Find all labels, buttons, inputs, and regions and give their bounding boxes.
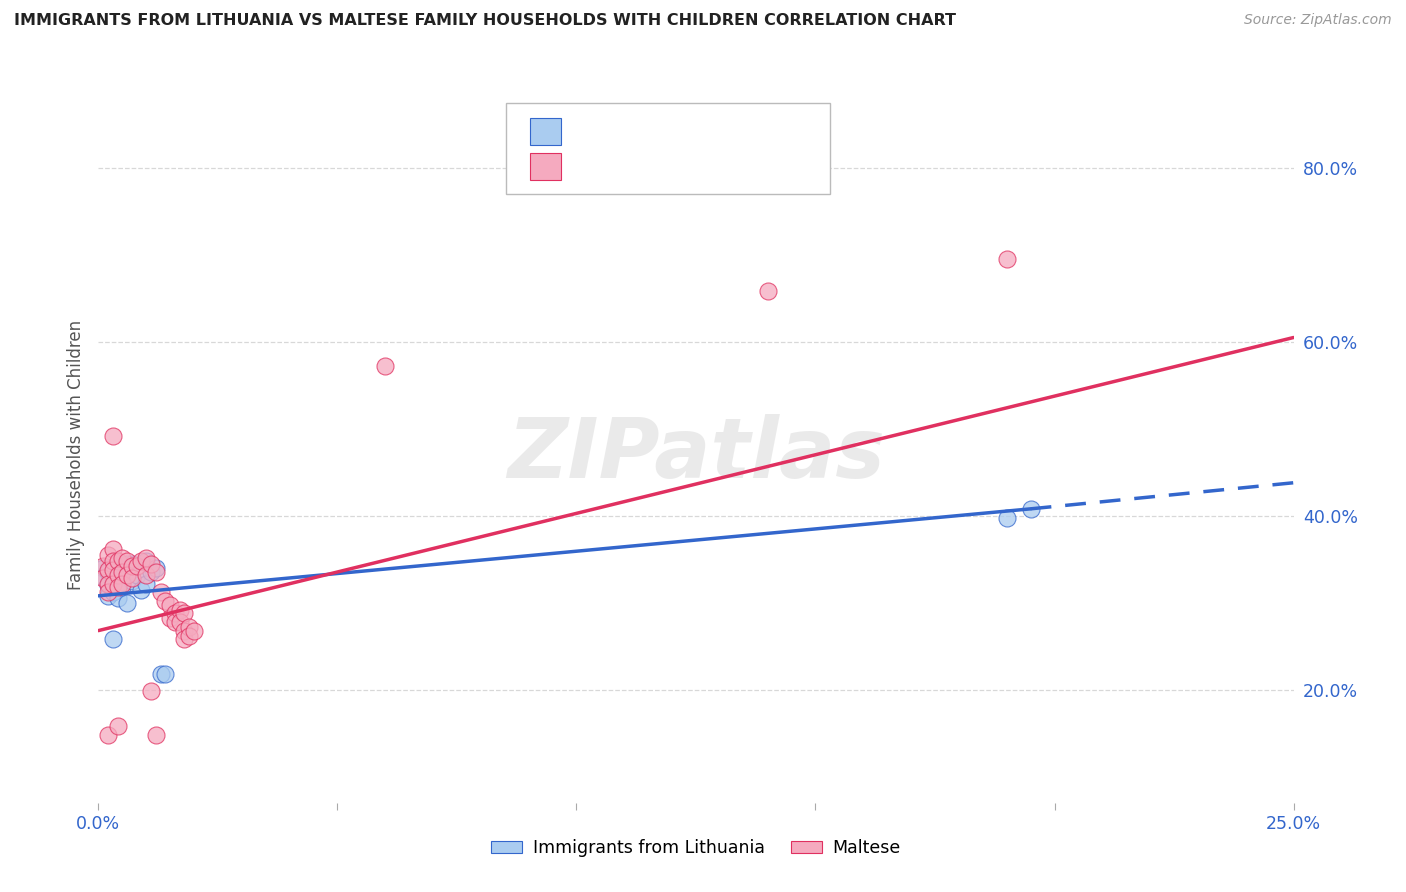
Point [131,582,153,597]
Point [135,576,157,591]
Point [149,585,172,599]
Text: R =: R = [575,157,616,176]
Point [169,615,191,629]
Point [159,598,181,612]
Point [173,624,195,638]
Point [97,585,120,599]
Point [115,568,138,582]
Point [183,624,205,638]
Point [111,580,134,594]
Point [111,566,134,580]
Text: 0.555: 0.555 [614,157,668,176]
Point [145,561,167,575]
Point [179,620,201,634]
Point [91,571,114,585]
Point [111,566,134,580]
Point [121,559,143,574]
Point [1019,501,1042,516]
Point [179,629,201,643]
Point [101,632,124,647]
Text: N =: N = [659,122,713,141]
Point [111,576,134,591]
Point [125,568,148,582]
Point [101,541,124,556]
Point [155,594,177,608]
Point [159,611,181,625]
Point [101,563,124,577]
Point [121,557,143,571]
Point [101,554,124,568]
Text: IMMIGRANTS FROM LITHUANIA VS MALTESE FAMILY HOUSEHOLDS WITH CHILDREN CORRELATION: IMMIGRANTS FROM LITHUANIA VS MALTESE FAM… [14,13,956,29]
Text: 48: 48 [706,157,730,176]
Point [101,563,124,577]
Point [107,559,129,574]
Point [125,559,148,574]
Point [101,576,124,591]
Point [145,728,167,742]
Point [107,576,129,591]
Point [139,557,162,571]
Point [131,554,153,568]
Point [169,603,191,617]
Point [97,563,120,577]
Point [135,550,157,565]
Point [107,580,129,594]
Point [115,596,138,610]
Point [97,576,120,591]
Point [995,510,1018,524]
Text: ZIPatlas: ZIPatlas [508,415,884,495]
Point [115,557,138,571]
Point [97,578,120,592]
Point [756,285,779,299]
Point [121,571,143,585]
Point [91,561,114,575]
Text: 28: 28 [706,122,730,141]
Point [115,554,138,568]
Y-axis label: Family Households with Children: Family Households with Children [66,320,84,590]
Text: R =: R = [575,122,616,141]
Point [139,566,162,580]
Point [97,566,120,580]
Point [149,667,172,681]
Point [101,429,124,443]
Point [135,554,157,568]
Point [173,632,195,647]
Point [135,568,157,582]
Point [995,252,1018,267]
Point [163,615,186,629]
Point [101,574,124,588]
Point [107,719,129,733]
Point [97,548,120,562]
Text: 0.513: 0.513 [614,122,668,141]
Point [145,566,167,580]
Point [163,606,186,620]
Point [107,568,129,582]
Point [173,606,195,620]
Point [111,550,134,565]
Text: Source: ZipAtlas.com: Source: ZipAtlas.com [1244,13,1392,28]
Point [107,591,129,606]
Point [101,585,124,599]
Point [155,667,177,681]
Point [374,359,396,374]
Text: N =: N = [659,157,713,176]
Point [97,589,120,603]
Point [139,684,162,698]
Legend: Immigrants from Lithuania, Maltese: Immigrants from Lithuania, Maltese [484,832,908,863]
Point [91,570,114,584]
Point [97,728,120,742]
Point [91,559,114,574]
Point [107,554,129,568]
Point [121,574,143,588]
